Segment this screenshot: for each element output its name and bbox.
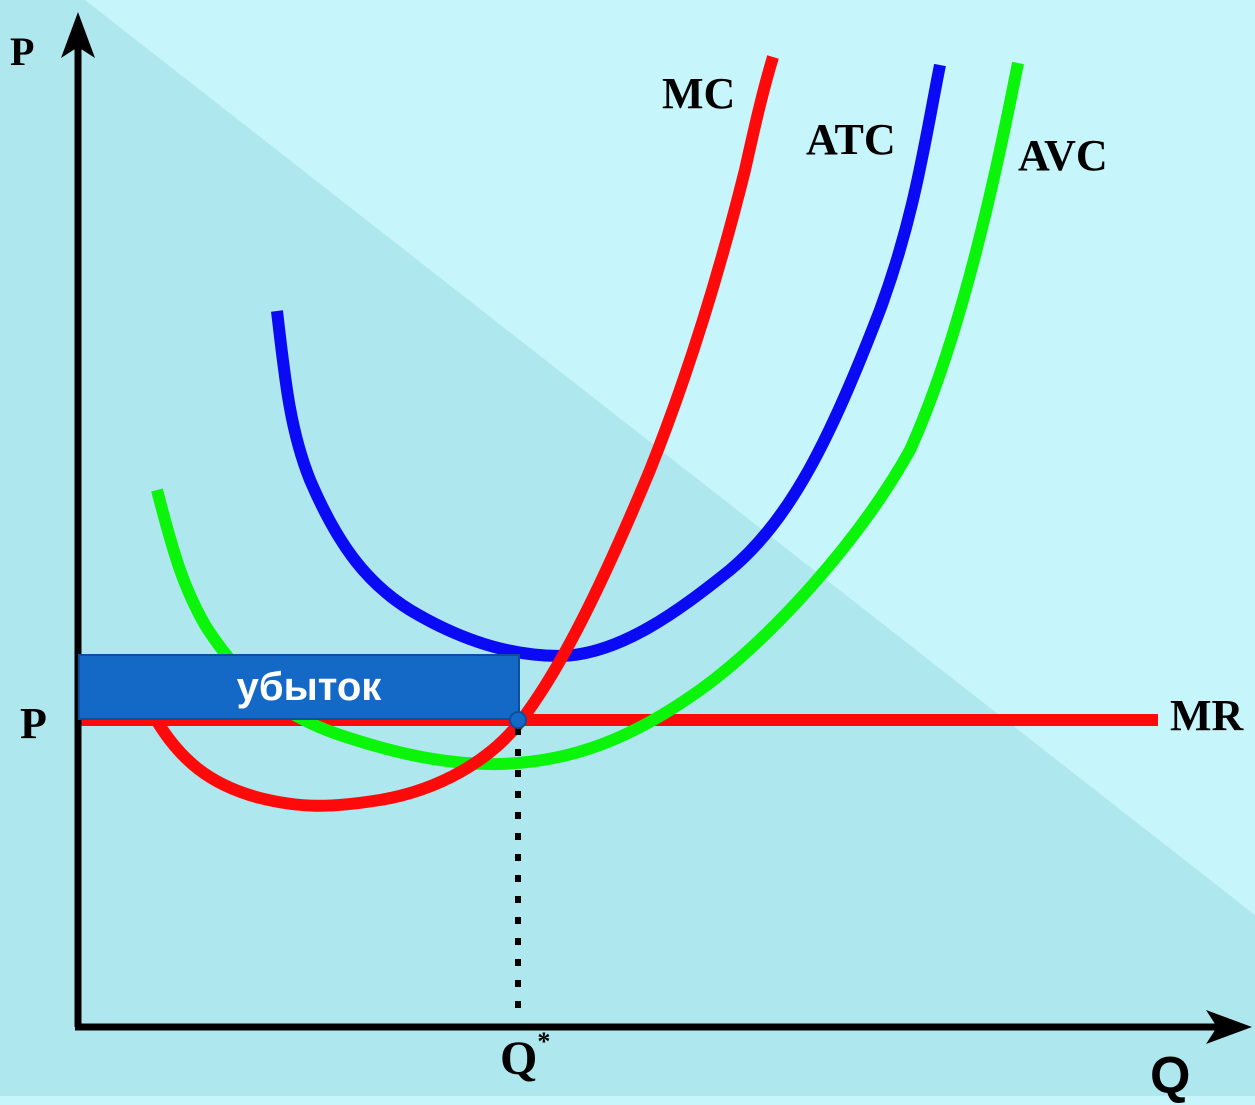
- mc-curve: [149, 55, 779, 812]
- q-star-label: Q*: [500, 1029, 550, 1085]
- loss-box: убыток: [78, 654, 520, 720]
- avc-label: AVC: [1018, 131, 1108, 180]
- mc-label: MC: [662, 69, 736, 118]
- atc-curve: [271, 63, 946, 663]
- y-axis-arrow: [61, 12, 95, 58]
- atc-label: ATC: [806, 115, 896, 164]
- loss-label: убыток: [236, 664, 382, 709]
- y-axis-label: P: [10, 29, 35, 74]
- x-axis-label: Q: [1150, 1047, 1191, 1105]
- q-star-superscript: *: [537, 1027, 551, 1056]
- q-star-letter: Q: [500, 1032, 538, 1085]
- price-label: P: [20, 699, 47, 748]
- x-axis-arrow: [1206, 1010, 1252, 1044]
- mr-label: MR: [1170, 691, 1244, 740]
- avc-curve: [151, 61, 1024, 771]
